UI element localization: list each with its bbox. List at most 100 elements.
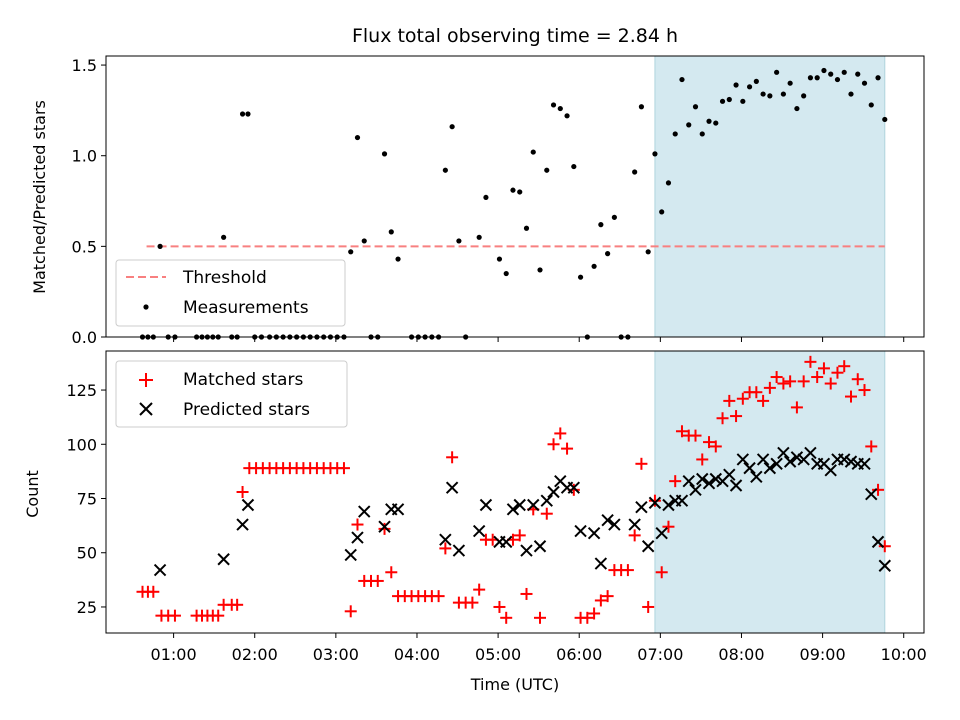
predicted-point	[777, 446, 790, 460]
legend-measurements-label: Measurements	[183, 298, 309, 318]
matched-point	[378, 522, 391, 535]
measurement-point	[530, 149, 536, 155]
measurement-point	[740, 98, 746, 104]
predicted-point	[763, 461, 777, 475]
x-tick-label: 02:00	[232, 645, 278, 664]
matched-point	[648, 494, 661, 507]
matched-point	[790, 401, 803, 414]
measurement-point	[855, 71, 861, 77]
y-tick-label: 0.5	[72, 237, 97, 256]
matched-point	[473, 583, 486, 596]
predicted-point	[567, 481, 581, 494]
predicted-point	[153, 563, 167, 577]
matched-point	[784, 375, 797, 388]
measurement-point	[523, 225, 530, 231]
matched-point	[642, 600, 655, 613]
matched-point	[824, 377, 837, 390]
bottom-panel: 25 50 75 100 125 01:00 02:00 03:00 04:00 05:00 06…	[23, 350, 927, 694]
predicted-point	[601, 513, 614, 527]
predicted-point	[241, 498, 255, 512]
predicted-point	[783, 455, 797, 468]
matched-point	[432, 590, 445, 603]
matched-point	[540, 507, 553, 520]
measurement-point	[571, 163, 577, 170]
matched-point	[703, 436, 716, 449]
predicted-point	[858, 457, 871, 471]
predicted-point	[804, 446, 817, 460]
predicted-point	[865, 487, 878, 501]
measurement-point	[882, 116, 888, 123]
measurement-point	[544, 167, 550, 173]
matched-point	[594, 594, 607, 607]
matched-point	[212, 609, 225, 622]
y-tick-label: 75	[77, 490, 97, 509]
measurement-point	[821, 67, 827, 74]
measurement-point	[354, 134, 361, 141]
x-tick-label: 07:00	[637, 645, 683, 664]
measurement-point	[719, 98, 726, 104]
measurement-point	[787, 80, 793, 86]
matched-point	[561, 442, 574, 455]
predicted-point	[445, 481, 459, 494]
measurement-point	[638, 104, 645, 110]
measurement-point	[245, 111, 251, 117]
predicted-point	[506, 503, 520, 516]
matched-point	[777, 377, 790, 390]
matched-point	[872, 483, 885, 496]
measurement-point	[672, 131, 678, 137]
matched-point	[513, 529, 526, 542]
measurement-point	[476, 234, 482, 240]
x-tick-label: 01:00	[151, 645, 197, 664]
legend-threshold-label: Threshold	[182, 268, 267, 288]
measurement-point	[753, 78, 759, 84]
matched-point	[147, 585, 160, 598]
predicted-point	[500, 535, 513, 549]
predicted-point	[217, 553, 230, 566]
predicted-point	[750, 470, 763, 484]
y-tick-label: 125	[66, 381, 97, 400]
measurement-point	[503, 270, 509, 277]
legend-matched-marker	[139, 373, 153, 387]
measurement-point	[665, 180, 672, 186]
matched-point	[716, 412, 729, 425]
measurement-point	[564, 113, 570, 119]
measurement-point	[517, 189, 523, 195]
measurement-point	[591, 263, 597, 269]
measurement-point	[456, 238, 462, 244]
measurement-point	[679, 76, 685, 83]
predicted-point	[824, 464, 837, 477]
measurement-point	[483, 194, 489, 201]
predicted-point	[756, 453, 770, 466]
predicted-point	[635, 500, 648, 514]
matched-point	[621, 564, 634, 577]
predicted-point	[391, 503, 405, 516]
measurement-point	[760, 91, 766, 97]
predicted-point	[696, 472, 709, 486]
top-panel: 0.0 0.5 1.0 1.5 Matched/Predicted stars Thr…	[30, 55, 925, 347]
predicted-point	[479, 498, 493, 512]
top-x-ticks	[173, 337, 905, 342]
x-tick-label: 06:00	[556, 645, 602, 664]
matched-point	[878, 540, 891, 553]
measurement-point	[388, 229, 394, 235]
matched-point	[655, 566, 668, 579]
matched-point	[534, 611, 547, 624]
measurement-point	[605, 251, 611, 257]
measurement-point	[157, 243, 163, 249]
measurement-point	[746, 84, 753, 90]
matched-point	[730, 410, 743, 423]
predicted-point	[871, 535, 885, 549]
top-y-axis-label: Matched/Predicted stars	[30, 100, 49, 294]
measurement-point	[381, 151, 388, 157]
y-tick-label: 25	[77, 598, 97, 617]
measurement-point	[841, 69, 847, 75]
measurement-point	[550, 102, 557, 108]
measurement-point	[774, 69, 780, 75]
chart-title: Flux total observing time = 2.84 h	[352, 25, 678, 47]
measurement-point	[692, 104, 699, 110]
matched-point	[689, 429, 702, 442]
measurement-point	[706, 118, 712, 124]
measurement-point	[645, 249, 651, 255]
predicted-point	[358, 505, 371, 518]
measurement-point	[780, 91, 786, 97]
